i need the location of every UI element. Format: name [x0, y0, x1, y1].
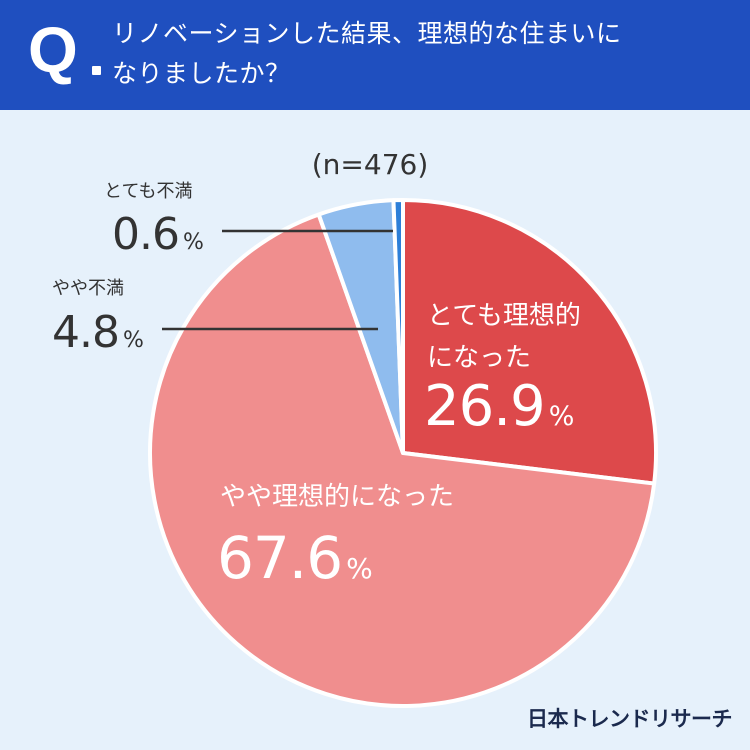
slice-value: 0.6%: [112, 209, 203, 260]
pie-slice-2: [148, 212, 657, 708]
slice-label: とても理想的: [427, 301, 581, 331]
question-line-2: なりましたか？: [112, 59, 291, 88]
slice-label: になった: [427, 343, 531, 373]
pie-slice-1: [401, 198, 658, 486]
question-header: Q リノベーションした結果、理想的な住まいに なりましたか？: [0, 0, 750, 110]
slice-value: 26.9%: [424, 374, 574, 439]
brand-logo: 日本トレンドリサーチ: [527, 707, 733, 731]
slice-label-group-3: やや不満 4.8%: [52, 278, 378, 358]
q-icon: Q: [28, 14, 78, 86]
pie-slice-4: [391, 197, 405, 455]
slice-label-group-4: とても不満 0.6%: [104, 181, 393, 260]
question-line-1: リノベーションした結果、理想的な住まいに: [112, 19, 622, 48]
slice-label: やや不満: [52, 278, 124, 299]
slice-label: やや理想的になった: [220, 482, 454, 512]
slice-value: 67.6%: [217, 524, 372, 592]
slice-value: 4.8%: [52, 307, 143, 358]
sample-size-label: (n=476): [312, 148, 429, 181]
question-title: リノベーションした結果、理想的な住まいに なりましたか？: [112, 14, 732, 94]
q-dot-icon: [92, 66, 101, 75]
slice-label: とても不満: [104, 181, 193, 202]
slice-label-group-2: やや理想的になった 67.6%: [217, 482, 454, 592]
